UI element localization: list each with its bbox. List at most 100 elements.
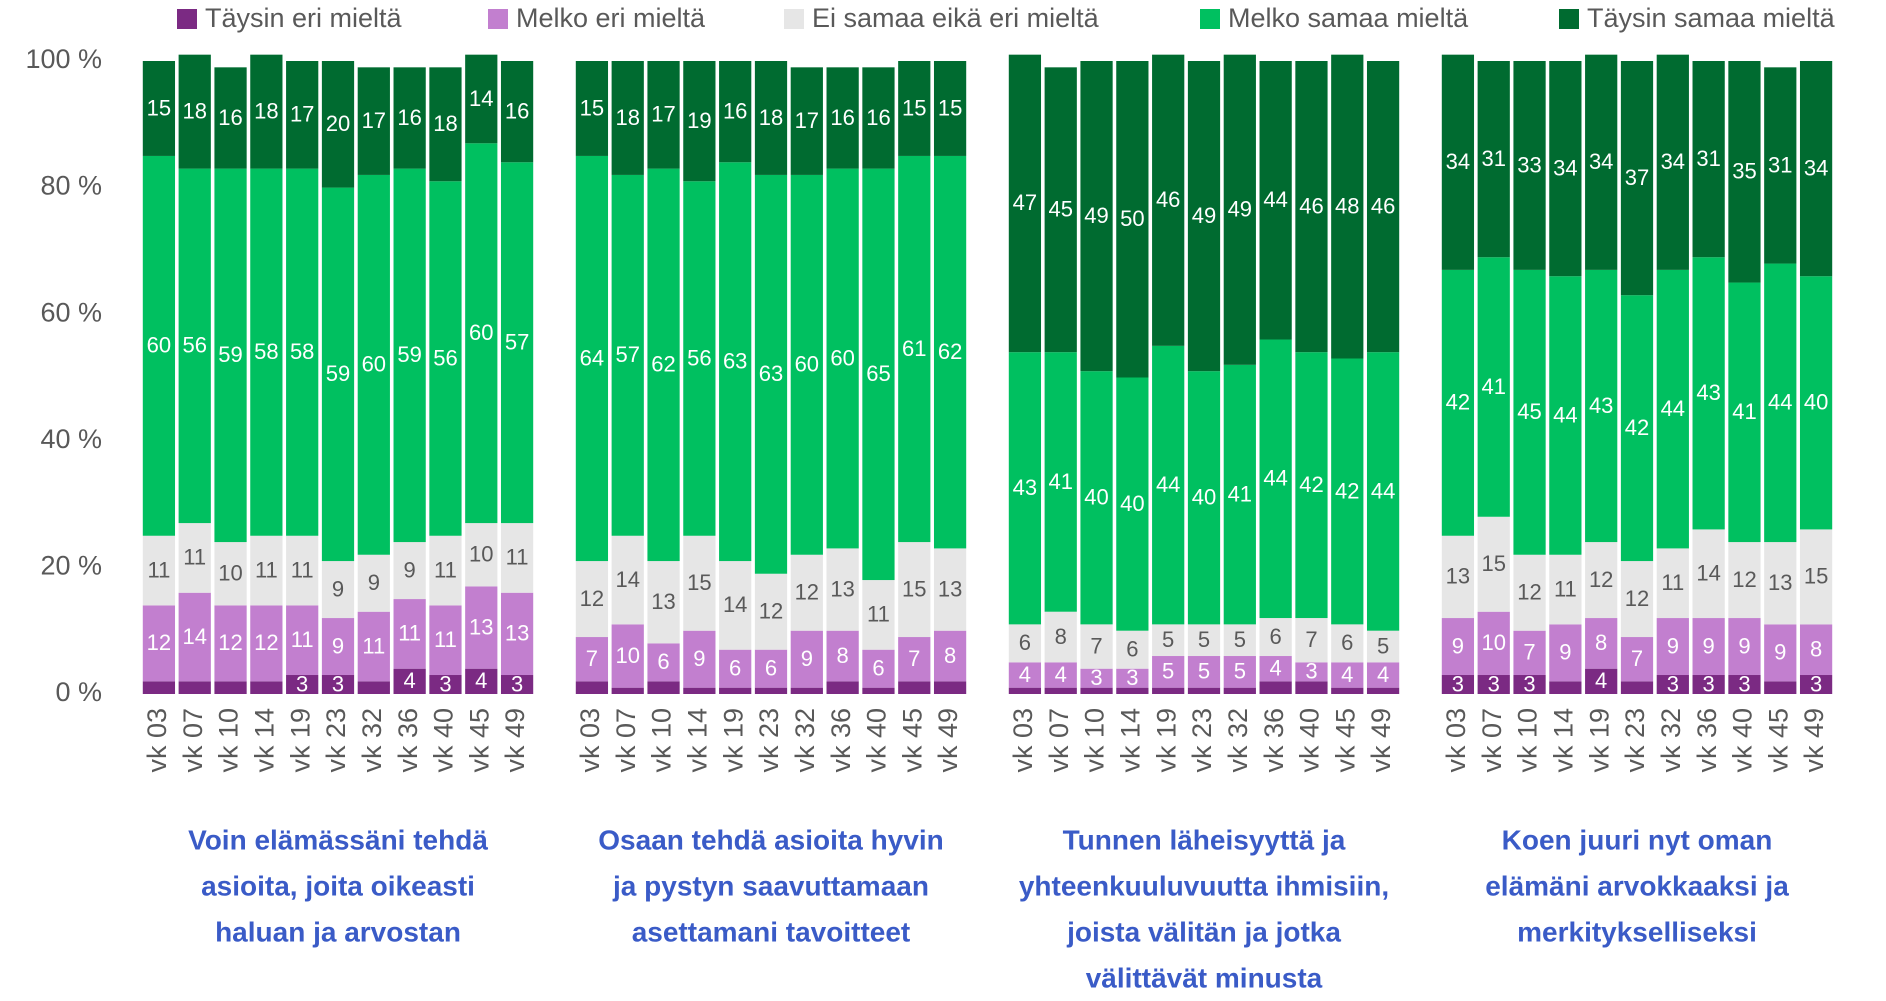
bar-segment (357, 174, 390, 555)
data-label: 11 (183, 545, 206, 570)
data-label: 12 (1625, 586, 1649, 611)
data-label: 41 (1732, 399, 1756, 424)
data-label: 15 (580, 95, 604, 120)
data-label: 4 (1019, 662, 1031, 687)
data-label: 3 (1090, 665, 1102, 690)
bar-segment (683, 630, 716, 688)
bar-segment (1799, 61, 1833, 277)
bar-segment (1116, 687, 1149, 694)
data-label: 59 (326, 361, 350, 386)
bar-segment (754, 649, 788, 688)
bar-segment (178, 54, 211, 169)
bar-segment (357, 554, 390, 612)
data-label: 11 (1661, 570, 1684, 595)
bar-segment (1366, 352, 1400, 631)
bar-segment (1223, 624, 1256, 657)
bar-segment (575, 561, 609, 638)
data-label: 49 (1228, 197, 1252, 222)
bar-segment (1044, 687, 1077, 694)
data-label: 60 (362, 352, 386, 377)
data-label: 4 (475, 668, 487, 693)
data-label: 6 (872, 655, 884, 680)
x-tick-label: vk 19 (1151, 708, 1181, 773)
bar-segment (465, 523, 498, 587)
x-tick-label: vk 40 (1728, 708, 1758, 773)
bar-segment (1441, 269, 1475, 536)
bar-segment (1656, 675, 1689, 694)
x-tick-label: vk 07 (178, 708, 208, 773)
bar-segment (1044, 611, 1077, 663)
legend-swatch (488, 9, 508, 29)
bar-segment (826, 630, 859, 682)
data-label: 13 (469, 614, 493, 639)
bar-segment (1331, 624, 1364, 663)
data-label: 15 (902, 95, 926, 120)
data-label: 4 (1595, 668, 1607, 693)
x-tick-label: vk 45 (1330, 708, 1360, 773)
legend-label: Täysin eri mieltä (205, 3, 403, 33)
bar-segment (1366, 662, 1400, 688)
x-tick-label: vk 45 (464, 708, 494, 773)
x-tick-label: vk 49 (1366, 708, 1396, 773)
x-tick-label: vk 23 (1620, 708, 1650, 773)
bar-segment (214, 542, 247, 606)
bar-segment (790, 687, 823, 694)
bar-segment (647, 643, 680, 682)
data-label: 7 (1523, 640, 1535, 665)
data-label: 3 (1738, 671, 1750, 696)
bar-segment (393, 67, 426, 169)
bar-segment (647, 681, 680, 694)
data-label: 34 (1661, 149, 1685, 174)
data-label: 16 (723, 98, 747, 123)
data-label: 11 (1554, 576, 1577, 601)
data-label: 33 (1517, 152, 1541, 177)
bar-segment (1513, 269, 1546, 555)
bar-segment (465, 143, 498, 524)
bar-segment (1116, 630, 1149, 669)
bar-segment (1116, 61, 1149, 378)
data-label: 7 (1631, 646, 1643, 671)
bar-segment (1585, 54, 1618, 270)
bar-segment (898, 637, 931, 682)
data-label: 5 (1162, 627, 1174, 652)
data-label: 15 (687, 570, 711, 595)
data-label: 12 (147, 630, 171, 655)
data-label: 9 (1667, 633, 1679, 658)
data-label: 60 (147, 333, 171, 358)
data-label: 56 (182, 333, 206, 358)
bar-segment (862, 649, 895, 688)
bar-segment (1549, 554, 1582, 625)
x-tick-label: vk 10 (1080, 708, 1110, 773)
data-label: 12 (580, 586, 604, 611)
bar-segment (1366, 61, 1400, 353)
bar-segment (898, 542, 931, 638)
bar-segment (575, 155, 609, 562)
data-label: 9 (332, 576, 344, 601)
bar-segment (1008, 352, 1042, 625)
panel-title: Voin elämässäni tehdä (188, 824, 488, 855)
data-label: 42 (1446, 390, 1470, 415)
bar-segment (321, 187, 355, 562)
bar-segment (142, 535, 176, 606)
data-label: 46 (1299, 193, 1323, 218)
bar-segment (214, 168, 247, 543)
bar-segment (1080, 371, 1113, 625)
bar-segment (142, 605, 176, 682)
data-label: 16 (505, 98, 529, 123)
data-label: 3 (1667, 671, 1679, 696)
data-label: 61 (902, 336, 926, 361)
bar-segment (826, 67, 859, 169)
bar-segment (1366, 630, 1400, 663)
bar-segment (1259, 681, 1292, 694)
data-label: 13 (830, 576, 854, 601)
data-label: 58 (254, 339, 278, 364)
y-tick-label: 0 % (55, 677, 102, 707)
data-label: 34 (1553, 155, 1577, 180)
x-tick-label: vk 07 (611, 708, 641, 773)
x-tick-label: vk 32 (790, 708, 820, 773)
data-label: 9 (1703, 633, 1715, 658)
bar-segment (1692, 618, 1725, 676)
bar-segment (1799, 529, 1833, 625)
y-tick-label: 40 % (40, 424, 102, 454)
y-tick-label: 100 % (25, 44, 102, 74)
